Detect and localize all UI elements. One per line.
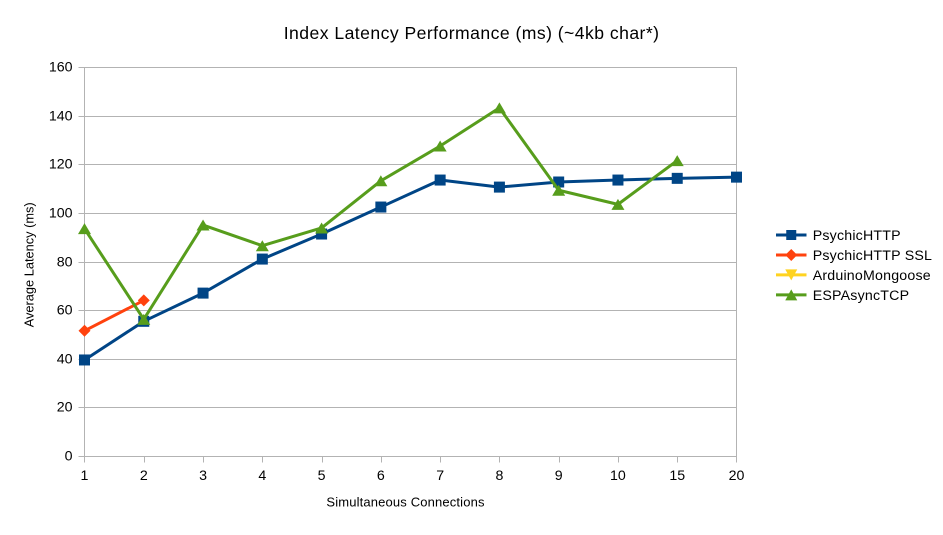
svg-text:5: 5: [318, 468, 326, 484]
svg-text:40: 40: [57, 352, 73, 368]
svg-text:80: 80: [57, 255, 73, 271]
svg-text:9: 9: [555, 468, 563, 484]
svg-text:ArduinoMongoose: ArduinoMongoose: [813, 268, 931, 284]
svg-text:20: 20: [729, 468, 745, 484]
svg-text:20: 20: [57, 400, 73, 416]
svg-text:2: 2: [140, 468, 148, 484]
svg-text:1: 1: [81, 468, 89, 484]
svg-text:15: 15: [669, 468, 685, 484]
svg-text:7: 7: [436, 468, 444, 484]
svg-text:120: 120: [49, 157, 73, 173]
svg-text:60: 60: [57, 303, 73, 319]
svg-text:140: 140: [49, 109, 73, 125]
svg-text:Simultaneous Connections: Simultaneous Connections: [326, 495, 485, 510]
svg-text:0: 0: [65, 449, 73, 465]
svg-text:3: 3: [199, 468, 207, 484]
svg-text:10: 10: [610, 468, 626, 484]
svg-text:ESPAsyncTCP: ESPAsyncTCP: [813, 288, 910, 304]
svg-text:PsychicHTTP SSL: PsychicHTTP SSL: [813, 248, 932, 264]
svg-text:4: 4: [258, 468, 266, 484]
svg-text:PsychicHTTP: PsychicHTTP: [813, 228, 901, 244]
svg-text:Average Latency (ms): Average Latency (ms): [22, 202, 37, 327]
svg-text:Index Latency Performance (ms): Index Latency Performance (ms) (~4kb cha…: [284, 23, 660, 43]
svg-text:160: 160: [49, 60, 73, 76]
svg-text:6: 6: [377, 468, 385, 484]
svg-text:100: 100: [49, 206, 73, 222]
svg-text:8: 8: [495, 468, 503, 484]
